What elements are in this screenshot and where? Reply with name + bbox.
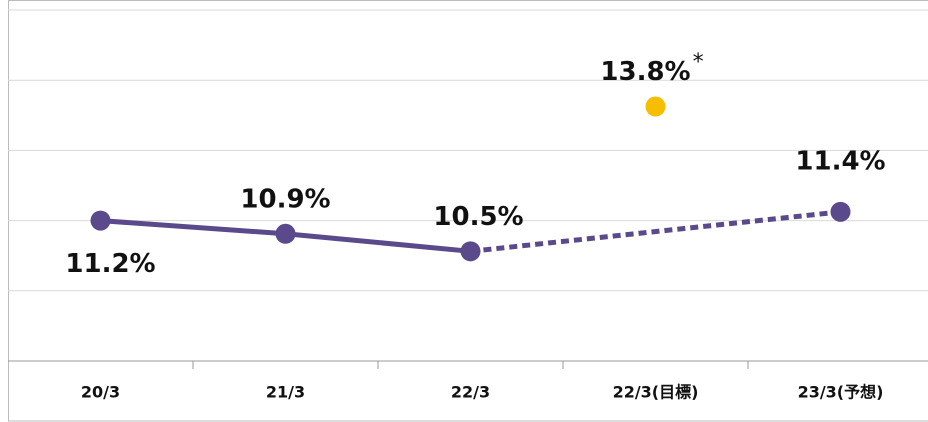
x-tick-label: 22/3 [451,383,490,402]
data-label: 10.9% [240,184,330,214]
annotation: * [693,50,704,75]
x-tick-label: 21/3 [266,383,305,402]
point [830,201,851,222]
x-tick-label: 22/3(目標) [613,383,699,402]
x-tick-label: 20/3 [81,383,120,402]
data-label: 13.8% [600,57,690,87]
chart-frame [8,0,928,422]
point [90,210,111,231]
point [275,223,296,244]
data-label: 10.5% [433,202,523,232]
x-tick-label: 23/3(予想) [798,383,884,402]
point [645,96,666,117]
line-segment [470,209,841,254]
point [460,241,481,262]
data-label: 11.4% [795,146,885,176]
data-label: 11.2% [65,249,155,279]
line-segment [100,218,286,237]
line-segment [285,231,471,254]
